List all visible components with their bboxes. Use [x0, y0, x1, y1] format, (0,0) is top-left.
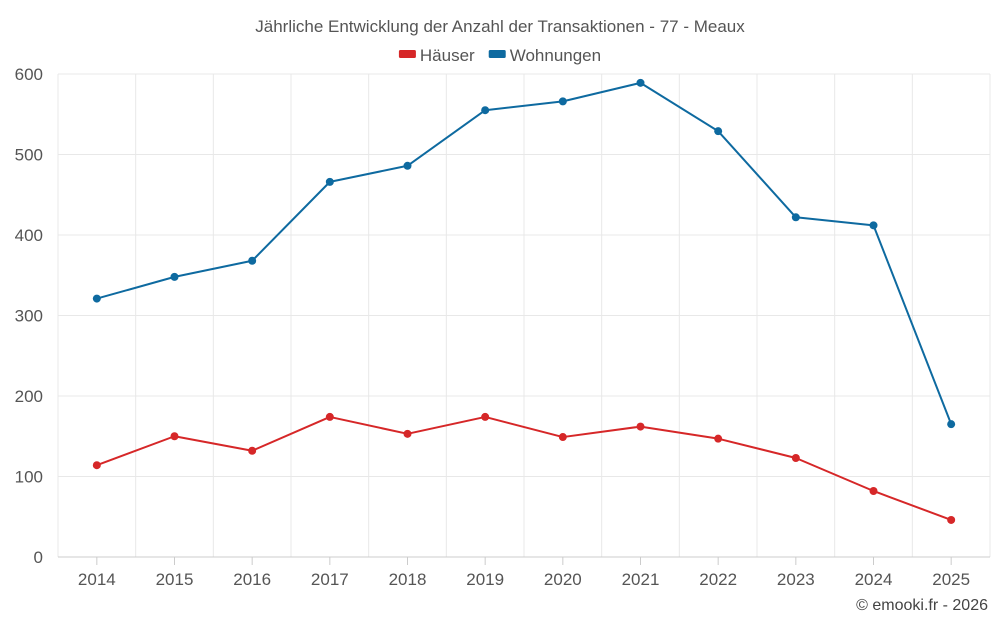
legend-item-h-user[interactable]: Häuser: [398, 46, 475, 65]
data-point-wohnungen[interactable]: [791, 213, 800, 222]
data-point-h-user[interactable]: [248, 446, 257, 455]
data-point-wohnungen[interactable]: [248, 256, 257, 265]
chart-title: Jährliche Entwicklung der Anzahl der Tra…: [255, 17, 745, 36]
x-tick-label: 2016: [233, 570, 271, 589]
data-point-h-user[interactable]: [636, 422, 645, 431]
series-line-h-user: [96, 415, 952, 521]
y-tick-label: 0: [34, 548, 43, 567]
x-tick-label: 2014: [78, 570, 116, 589]
x-tick-label: 2024: [855, 570, 893, 589]
data-point-wohnungen[interactable]: [947, 420, 956, 429]
data-point-h-user[interactable]: [714, 434, 723, 443]
y-tick-label: 400: [15, 226, 43, 245]
series-wohnungen: [92, 78, 956, 429]
y-tick-label: 100: [15, 468, 43, 487]
series-h-user: [92, 412, 956, 524]
legend-label: Wohnungen: [510, 46, 601, 65]
data-point-h-user[interactable]: [558, 433, 567, 442]
legend-label: Häuser: [420, 46, 475, 65]
data-point-h-user[interactable]: [170, 432, 179, 441]
data-point-wohnungen[interactable]: [403, 161, 412, 170]
data-point-wohnungen[interactable]: [92, 294, 101, 303]
y-tick-label: 300: [15, 307, 43, 326]
x-tick-label: 2022: [699, 570, 737, 589]
series-line-wohnungen: [96, 81, 953, 425]
x-tick-label: 2021: [622, 570, 660, 589]
x-tick-label: 2015: [156, 570, 194, 589]
data-point-h-user[interactable]: [403, 429, 412, 438]
x-tick-label: 2017: [311, 570, 349, 589]
x-tick-label: 2020: [544, 570, 582, 589]
x-tick-label: 2025: [932, 570, 970, 589]
legend-item-wohnungen[interactable]: Wohnungen: [488, 46, 601, 65]
legend-swatch: [488, 50, 506, 58]
data-point-wohnungen[interactable]: [481, 106, 490, 115]
credit-text: © emooki.fr - 2026: [856, 597, 988, 614]
x-tick-label: 2018: [389, 570, 427, 589]
grid: [57, 73, 991, 557]
data-point-wohnungen[interactable]: [558, 97, 567, 106]
axes: 0 100 200 300 400 500 600 2014 2015 2016 2017 2018 2…: [15, 65, 990, 589]
data-point-h-user[interactable]: [325, 412, 334, 421]
data-point-h-user[interactable]: [947, 515, 956, 524]
x-tick-label: 2023: [777, 570, 815, 589]
data-point-wohnungen[interactable]: [170, 272, 179, 281]
data-point-h-user[interactable]: [481, 412, 490, 421]
data-point-h-user[interactable]: [92, 461, 101, 470]
legend: Häuser Wohnungen: [398, 46, 601, 65]
data-point-wohnungen[interactable]: [636, 78, 645, 87]
y-tick-label: 500: [15, 146, 43, 165]
data-point-wohnungen[interactable]: [325, 177, 334, 186]
data-point-wohnungen[interactable]: [714, 127, 723, 136]
legend-swatch: [398, 50, 416, 58]
data-point-wohnungen[interactable]: [869, 221, 878, 230]
x-tick-label: 2019: [466, 570, 504, 589]
series-layer: [92, 78, 956, 524]
y-tick-label: 200: [15, 387, 43, 406]
data-point-h-user[interactable]: [791, 453, 800, 462]
y-tick-label: 600: [15, 65, 43, 84]
data-point-h-user[interactable]: [869, 486, 878, 495]
